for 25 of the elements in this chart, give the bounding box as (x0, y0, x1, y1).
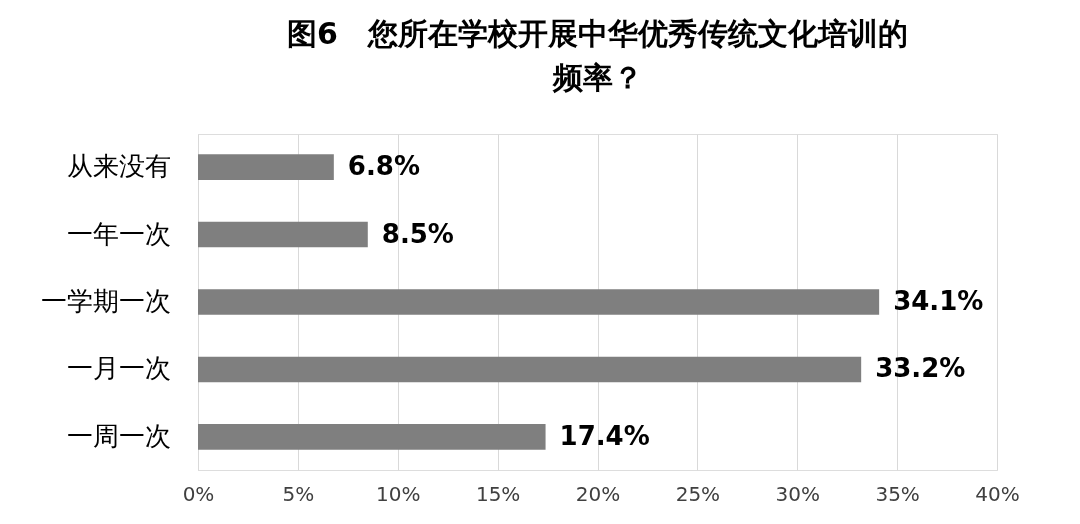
data-label: 8.5% (381, 218, 454, 249)
y-tick-label: 一周一次 (66, 420, 171, 451)
x-tick-label: 15% (475, 481, 521, 506)
bar (198, 356, 862, 383)
x-tick-label: 30% (775, 481, 820, 506)
bar (198, 154, 334, 180)
y-tick-label: 从来没有 (66, 151, 171, 182)
bar (198, 221, 368, 248)
x-tick-label: 25% (675, 481, 721, 506)
data-label: 34.1% (893, 286, 984, 316)
x-tick-label: 35% (875, 481, 920, 506)
bar (198, 424, 546, 450)
y-tick-label: 一年一次 (66, 218, 171, 249)
y-tick-label: 一学期一次 (40, 286, 171, 316)
y-tick-label: 一月一次 (66, 353, 171, 384)
x-tick-label: 40% (975, 481, 1020, 506)
x-tick-label: 0% (182, 481, 215, 506)
x-tick-label: 5% (282, 481, 315, 506)
data-label: 17.4% (559, 420, 650, 451)
chart-title: 图6 您所在学校开展中华优秀传统文化培训的频率？ (287, 16, 908, 95)
data-label: 6.8% (347, 151, 420, 182)
bar (198, 289, 880, 315)
x-tick-label: 10% (376, 481, 421, 506)
x-tick-label: 20% (575, 481, 621, 506)
data-label: 33.2% (875, 353, 966, 384)
